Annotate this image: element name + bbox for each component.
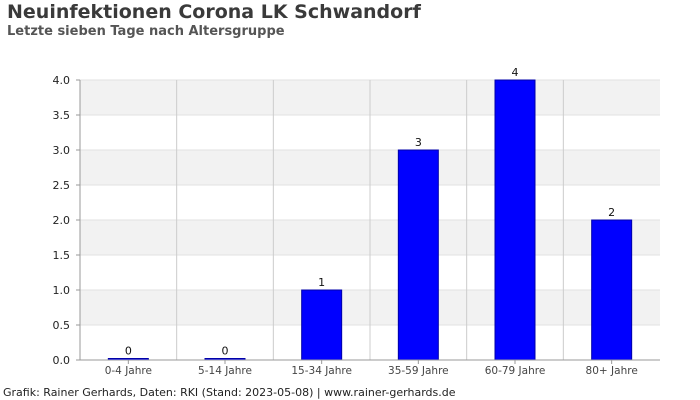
bar bbox=[494, 79, 536, 361]
bar-data-label: 4 bbox=[512, 66, 519, 79]
chart-subtitle: Letzte sieben Tage nach Altersgruppe bbox=[7, 24, 285, 39]
y-tick-label: 1.0 bbox=[53, 284, 71, 297]
x-tick-label: 5-14 Jahre bbox=[198, 365, 252, 377]
source-footer: Grafik: Rainer Gerhards, Daten: RKI (Sta… bbox=[3, 386, 456, 399]
bar bbox=[397, 149, 439, 361]
y-tick-label: 1.5 bbox=[53, 249, 71, 262]
y-tick-label: 4.0 bbox=[53, 74, 71, 87]
bar-data-label: 3 bbox=[415, 136, 422, 149]
x-tick-labels: 0-4 Jahre 5-14 Jahre 15-34 Jahre 35-59 Jahr… bbox=[105, 365, 638, 377]
bar-data-label: 1 bbox=[318, 276, 325, 289]
x-tick-label: 80+ Jahre bbox=[586, 365, 638, 377]
bar-data-label: 0 bbox=[222, 345, 229, 358]
grid-lines bbox=[80, 79, 660, 361]
axes bbox=[76, 79, 660, 364]
data-labels: 0 0 1 3 4 2 bbox=[125, 66, 615, 358]
x-tick-label: 35-59 Jahre bbox=[388, 365, 449, 377]
y-tick-label: 0.5 bbox=[53, 319, 71, 332]
chart-title: Neuinfektionen Corona LK Schwandorf bbox=[7, 1, 421, 23]
y-tick-label: 3.0 bbox=[53, 144, 71, 157]
bars bbox=[107, 79, 633, 361]
bar bbox=[301, 289, 343, 361]
y-tick-label: 3.5 bbox=[53, 109, 71, 122]
x-tick-label: 15-34 Jahre bbox=[291, 365, 352, 377]
y-tick-labels: 0.0 0.5 1.0 1.5 2.0 2.5 3.0 3.5 4.0 bbox=[53, 74, 71, 367]
x-tick-label: 60-79 Jahre bbox=[485, 365, 546, 377]
bar bbox=[591, 219, 633, 361]
y-tick-label: 0.0 bbox=[53, 354, 71, 367]
bar-data-label: 0 bbox=[125, 345, 132, 358]
x-tick-label: 0-4 Jahre bbox=[105, 365, 152, 377]
y-tick-label: 2.0 bbox=[53, 214, 71, 227]
bar-data-label: 2 bbox=[608, 206, 615, 219]
y-tick-label: 2.5 bbox=[53, 179, 71, 192]
